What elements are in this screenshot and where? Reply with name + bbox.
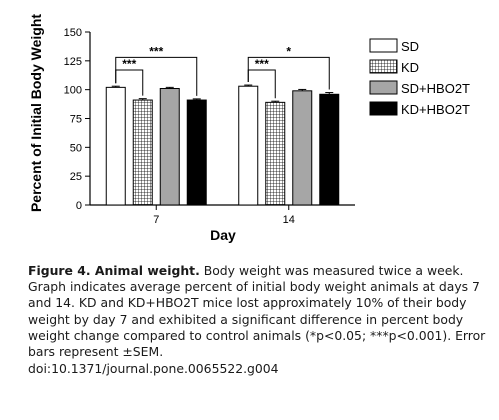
y-tick-label: 50 xyxy=(70,142,82,154)
bar xyxy=(132,99,153,206)
figure-caption: Figure 4. Animal weight. Body weight was… xyxy=(28,263,490,377)
legend-swatch xyxy=(369,59,398,74)
significance-label: * xyxy=(286,44,291,58)
y-axis-label: Percent of Initial Body Weight xyxy=(28,14,44,212)
y-tick-label: 0 xyxy=(76,200,82,212)
chart-axes: 0 25 50 75 100 125 150 7 14 xyxy=(64,27,355,226)
legend-label: KD xyxy=(401,60,419,75)
significance-label: *** xyxy=(255,57,269,71)
significance-bracket xyxy=(115,56,198,96)
x-axis-label: Day xyxy=(210,227,236,243)
legend-label: SD xyxy=(401,39,419,54)
legend-label: KD+HBO2T xyxy=(401,102,470,117)
legend-swatch xyxy=(369,80,398,95)
legend-swatch xyxy=(369,101,398,116)
bar xyxy=(159,88,180,206)
significance-brackets: ********** xyxy=(115,44,330,99)
x-tick-label: 14 xyxy=(283,214,295,226)
bar xyxy=(186,99,207,206)
significance-label: *** xyxy=(122,57,136,71)
y-tick-label: 25 xyxy=(70,171,82,183)
caption-doi: doi:10.1371/journal.pone.0065522.g004 xyxy=(28,361,279,377)
y-tick-label: 100 xyxy=(64,85,82,97)
caption-text: Body weight was measured twice a week. G… xyxy=(28,263,486,360)
caption-figure-label: Figure 4. Animal weight. xyxy=(28,263,200,278)
significance-bracket xyxy=(247,56,330,90)
significance-label: *** xyxy=(149,44,163,58)
bar xyxy=(238,85,259,206)
y-tick-label: 125 xyxy=(64,56,82,68)
bar xyxy=(292,90,313,206)
y-tick-label: 75 xyxy=(70,114,82,126)
bar xyxy=(319,93,340,206)
chart-bars xyxy=(105,84,340,206)
legend-swatch xyxy=(369,38,398,53)
x-tick-label: 7 xyxy=(153,214,159,226)
bar xyxy=(265,101,286,206)
bar xyxy=(105,86,126,206)
legend-label: SD+HBO2T xyxy=(401,81,470,96)
chart-legend: SD KD SD+HBO2T KD+HBO2T xyxy=(369,38,470,117)
y-tick-label: 150 xyxy=(64,27,82,39)
